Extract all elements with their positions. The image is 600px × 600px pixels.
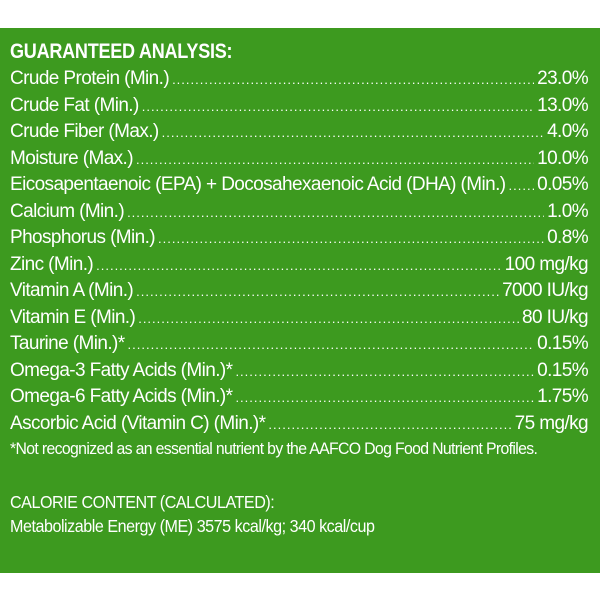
analysis-row: Vitamin A (Min.) 7000 IU/kg	[10, 278, 589, 306]
analysis-row: Crude Protein (Min.) 23.0%	[10, 66, 589, 94]
analysis-row: Calcium (Min.) 1.0%	[10, 199, 589, 227]
nutrient-name: Ascorbic Acid (Vitamin C) (Min.)*	[10, 412, 266, 434]
nutrient-name: Vitamin A (Min.)	[10, 280, 134, 301]
nutrient-name: Crude Protein (Min.)	[10, 68, 170, 89]
nutrient-value: 13.0%	[537, 94, 588, 116]
dot-leader	[509, 173, 535, 200]
dot-leader	[128, 332, 535, 359]
dot-leader	[235, 385, 534, 412]
dot-leader	[158, 226, 544, 253]
dot-leader	[162, 120, 544, 147]
nutrient-value: 23.0%	[537, 68, 588, 89]
analysis-row: Crude Fiber (Max.) 4.0%	[10, 119, 589, 147]
analysis-row: Omega-6 Fatty Acids (Min.)* 1.75%	[10, 384, 589, 412]
analysis-row: Omega-3 Fatty Acids (Min.)* 0.15%	[10, 358, 589, 386]
analysis-row: Vitamin E (Min.) 80 IU/kg	[10, 305, 589, 333]
nutrient-value: 0.15%	[537, 333, 588, 354]
dot-leader	[172, 67, 534, 94]
nutrient-value: 1.75%	[537, 386, 588, 407]
aafco-footnote: *Not recognized as an essential nutrient…	[10, 439, 538, 458]
dot-leader	[235, 359, 534, 386]
dot-leader	[136, 147, 534, 174]
analysis-heading: GUARANTEED ANALYSIS:	[10, 40, 233, 63]
nutrient-name: Crude Fiber (Max.)	[10, 121, 159, 142]
analysis-row: Moisture (Max.) 10.0%	[10, 146, 589, 174]
nutrient-value: 1.0%	[547, 200, 589, 222]
nutrient-name: Crude Fat (Min.)	[10, 94, 139, 116]
analysis-row: Zinc (Min.) 100 mg/kg	[10, 252, 589, 280]
calorie-content-section: CALORIE CONTENT (CALCULATED): Metaboliza…	[10, 490, 588, 538]
panel-content: GUARANTEED ANALYSIS: Crude Protein (Min.…	[10, 38, 589, 538]
nutrient-name: Vitamin E (Min.)	[10, 306, 136, 328]
dot-leader	[127, 200, 544, 227]
dot-leader	[138, 306, 519, 333]
nutrient-value: 100 mg/kg	[504, 253, 589, 275]
nutrient-name: Moisture (Max.)	[10, 147, 134, 169]
nutrient-name: Omega-3 Fatty Acids (Min.)*	[10, 359, 233, 381]
dot-leader	[142, 94, 534, 121]
nutrient-name: Eicosapentaenoic (EPA) + Docosahexaenoic…	[10, 174, 506, 195]
nutrient-value: 7000 IU/kg	[502, 280, 589, 301]
nutrient-value: 0.8%	[547, 227, 589, 248]
calorie-value: Metabolizable Energy (ME) 3575 kcal/kg; …	[10, 516, 375, 536]
nutrient-name: Zinc (Min.)	[10, 253, 94, 275]
analysis-row: Eicosapentaenoic (EPA) + Docosahexaenoic…	[10, 172, 589, 200]
dot-leader	[268, 412, 511, 439]
nutrient-name: Omega-6 Fatty Acids (Min.)*	[10, 386, 233, 407]
analysis-row: Phosphorus (Min.) 0.8%	[10, 225, 589, 253]
dot-leader	[96, 253, 502, 280]
nutrient-value: 10.0%	[537, 147, 588, 169]
nutrient-name: Calcium (Min.)	[10, 200, 125, 222]
analysis-row: Ascorbic Acid (Vitamin C) (Min.)* 75 mg/…	[10, 411, 589, 439]
analysis-row: Taurine (Min.)* 0.15%	[10, 331, 589, 359]
guaranteed-analysis-panel: GUARANTEED ANALYSIS: Crude Protein (Min.…	[0, 28, 600, 573]
nutrient-value: 4.0%	[547, 121, 589, 142]
nutrient-name: Phosphorus (Min.)	[10, 227, 156, 248]
analysis-table: Crude Protein (Min.) 23.0% Crude Fat (Mi…	[10, 66, 589, 439]
dot-leader	[136, 279, 499, 306]
calorie-heading: CALORIE CONTENT (CALCULATED):	[10, 492, 275, 512]
nutrient-value: 75 mg/kg	[514, 412, 589, 434]
nutrient-value: 0.05%	[537, 174, 588, 195]
nutrient-value: 80 IU/kg	[522, 306, 589, 328]
analysis-row: Crude Fat (Min.) 13.0%	[10, 93, 589, 121]
nutrient-value: 0.15%	[537, 359, 588, 381]
nutrient-name: Taurine (Min.)*	[10, 333, 125, 354]
